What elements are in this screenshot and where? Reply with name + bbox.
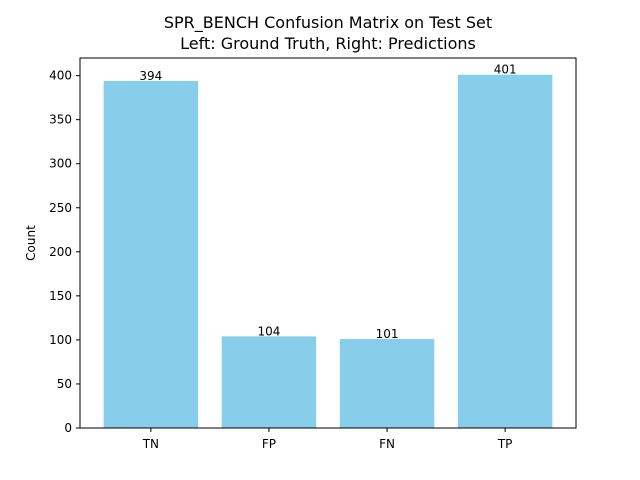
data-label-fn: 101 [376,327,399,341]
plot-frame [79,57,577,429]
bar-tn [103,80,199,429]
data-label-tn: 394 [139,69,162,83]
y-tick-label-250: 250 [49,201,72,215]
y-tick-label-100: 100 [49,333,72,347]
x-axis: TN FP FN TP [142,428,513,451]
data-label-group: 394 104 101 401 [139,63,516,341]
bar-tp [457,74,553,428]
data-label-tp: 401 [494,63,517,77]
x-tick-label-fn: FN [379,437,395,451]
x-tick-label-tp: TP [497,437,513,451]
y-tick-label-200: 200 [49,245,72,259]
x-tick-label-fp: FP [262,437,276,451]
chart-title-line-2: Left: Ground Truth, Right: Predictions [180,34,476,53]
x-tick-label-tn: TN [142,437,159,451]
y-tick-label-150: 150 [49,289,72,303]
y-tick-label-350: 350 [49,113,72,127]
bar-group [103,74,553,429]
y-tick-label-50: 50 [57,377,72,391]
bar-fp [221,336,317,428]
chart-title-line-1: SPR_BENCH Confusion Matrix on Test Set [164,13,492,33]
y-tick-label-0: 0 [64,421,72,435]
y-axis-label: Count [24,225,38,261]
bar-fn [339,339,435,428]
y-tick-label-300: 300 [49,157,72,171]
data-label-fp: 104 [257,324,280,338]
y-axis: 0 50 100 150 200 250 300 350 400 [49,69,80,435]
y-tick-label-400: 400 [49,69,72,83]
